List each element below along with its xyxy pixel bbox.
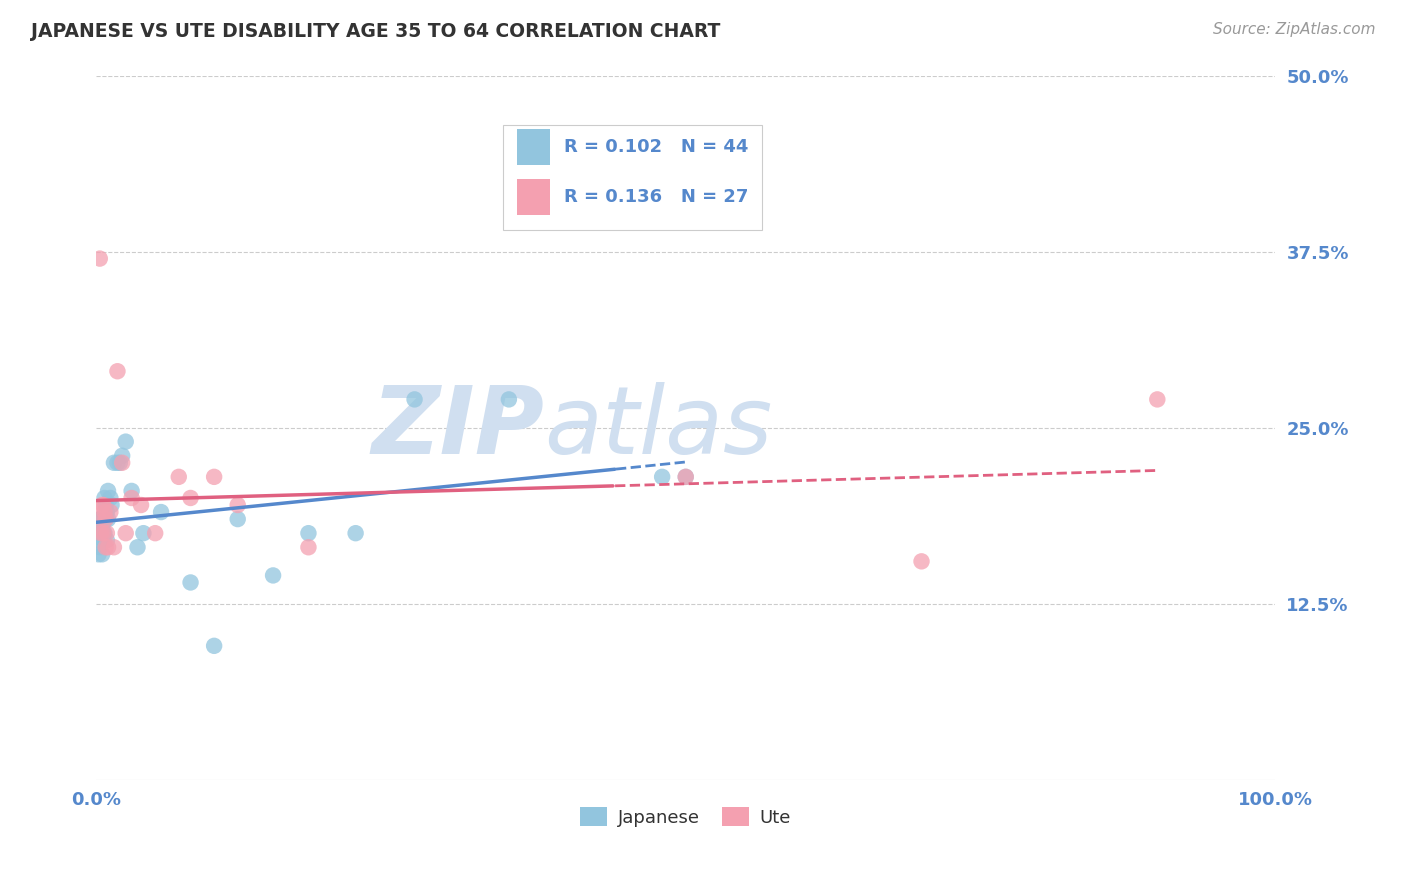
Point: [97, 483, 120, 498]
Point: [89, 252, 111, 266]
Point: [97, 512, 120, 526]
Point: [94, 512, 117, 526]
Point: [202, 470, 225, 484]
Point: [91, 519, 114, 533]
Point: [96, 533, 118, 548]
Point: [96, 526, 118, 541]
Point: [91, 526, 114, 541]
Point: [90, 526, 112, 541]
Point: [97, 541, 120, 555]
Point: [93, 491, 115, 505]
Point: [89, 526, 111, 541]
Point: [226, 498, 249, 512]
Point: [127, 541, 149, 555]
Point: [87, 526, 110, 541]
Point: [91, 512, 114, 526]
Bar: [517, 129, 550, 165]
Point: [90, 512, 112, 526]
Point: [93, 505, 115, 519]
Text: R = 0.136   N = 27: R = 0.136 N = 27: [564, 188, 748, 206]
Point: [121, 483, 143, 498]
Point: [114, 434, 136, 449]
Point: [404, 392, 426, 407]
Point: [1146, 392, 1168, 407]
Point: [91, 498, 114, 512]
Point: [103, 456, 125, 470]
Point: [94, 498, 117, 512]
Text: JAPANESE VS UTE DISABILITY AGE 35 TO 64 CORRELATION CHART: JAPANESE VS UTE DISABILITY AGE 35 TO 64 …: [31, 22, 720, 41]
Point: [107, 456, 129, 470]
Point: [675, 470, 697, 484]
Point: [100, 505, 122, 519]
Point: [90, 526, 112, 541]
Legend: Japanese, Ute: Japanese, Ute: [574, 800, 799, 834]
Point: [111, 456, 134, 470]
Point: [114, 526, 136, 541]
Point: [91, 547, 114, 561]
Text: Source: ZipAtlas.com: Source: ZipAtlas.com: [1212, 22, 1375, 37]
Point: [87, 547, 110, 561]
Point: [103, 541, 125, 555]
Point: [91, 526, 114, 541]
Point: [108, 456, 131, 470]
Point: [132, 526, 155, 541]
Point: [297, 541, 319, 555]
Point: [89, 512, 111, 526]
Point: [100, 491, 122, 505]
Text: R = 0.102   N = 44: R = 0.102 N = 44: [564, 138, 748, 156]
Point: [167, 470, 190, 484]
Bar: [517, 179, 550, 215]
Point: [226, 512, 249, 526]
Text: ZIP: ZIP: [371, 382, 544, 474]
Text: atlas: atlas: [544, 382, 772, 473]
Point: [107, 364, 129, 378]
Point: [297, 526, 319, 541]
Point: [111, 449, 134, 463]
Point: [143, 526, 166, 541]
Point: [89, 541, 111, 555]
Point: [91, 512, 114, 526]
Point: [91, 526, 114, 541]
Point: [344, 526, 367, 541]
Point: [651, 470, 673, 484]
Point: [675, 470, 697, 484]
Point: [100, 498, 122, 512]
FancyBboxPatch shape: [503, 125, 762, 230]
Point: [86, 533, 108, 548]
Point: [180, 491, 202, 505]
Point: [202, 639, 225, 653]
Point: [94, 512, 117, 526]
Point: [94, 541, 117, 555]
Point: [87, 512, 110, 526]
Point: [91, 533, 114, 548]
Point: [180, 575, 202, 590]
Point: [910, 554, 932, 568]
Point: [91, 498, 114, 512]
Point: [150, 505, 173, 519]
Point: [129, 498, 152, 512]
Point: [96, 505, 118, 519]
Point: [93, 526, 115, 541]
Point: [498, 392, 520, 407]
Point: [121, 491, 143, 505]
Point: [262, 568, 284, 582]
